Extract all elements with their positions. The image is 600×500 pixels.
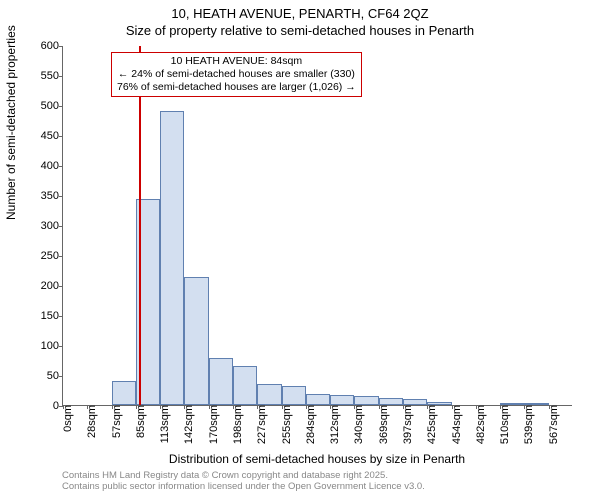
x-tick-label: 482sqm [473,405,487,444]
x-tick-label: 170sqm [206,405,220,444]
callout-line-3: 76% of semi-detached houses are larger (… [117,81,356,94]
callout-box: 10 HEATH AVENUE: 84sqm ← 24% of semi-det… [111,52,362,97]
y-tick-mark [59,196,63,197]
histogram-bar [209,358,233,405]
chart-title: 10, HEATH AVENUE, PENARTH, CF64 2QZ Size… [0,0,600,38]
histogram-bar [330,395,354,405]
histogram-bar [257,384,281,405]
x-tick-label: 397sqm [400,405,414,444]
y-tick-mark [59,76,63,77]
plot-area: 0501001502002503003504004505005506000sqm… [62,46,572,406]
x-tick-label: 340sqm [351,405,365,444]
x-tick-label: 369sqm [376,405,390,444]
y-tick-mark [59,376,63,377]
y-tick-mark [59,256,63,257]
y-tick-mark [59,46,63,47]
x-tick-label: 255sqm [279,405,293,444]
x-axis-label: Distribution of semi-detached houses by … [62,452,572,466]
x-tick-label: 0sqm [60,405,74,432]
y-tick-mark [59,166,63,167]
y-tick-mark [59,286,63,287]
y-tick-mark [59,136,63,137]
x-tick-label: 510sqm [497,405,511,444]
histogram-bar [160,111,184,405]
x-tick-label: 425sqm [424,405,438,444]
histogram-bar [184,277,208,405]
x-tick-label: 198sqm [230,405,244,444]
x-tick-label: 284sqm [303,405,317,444]
y-tick-mark [59,226,63,227]
histogram-bar [379,398,403,405]
x-tick-label: 113sqm [157,405,171,443]
x-tick-label: 28sqm [84,405,98,438]
x-tick-label: 85sqm [133,405,147,438]
histogram-bar [354,396,378,405]
footer-line-2: Contains public sector information licen… [62,481,425,492]
x-tick-label: 227sqm [254,405,268,444]
x-tick-label: 567sqm [546,405,560,444]
title-line-2: Size of property relative to semi-detach… [0,23,600,38]
y-tick-mark [59,106,63,107]
y-axis-label: Number of semi-detached properties [4,25,18,220]
x-tick-label: 312sqm [327,405,341,444]
histogram-bar [233,366,257,405]
footer-line-1: Contains HM Land Registry data © Crown c… [62,470,425,481]
callout-line-1: 10 HEATH AVENUE: 84sqm [117,55,356,68]
chart-container: 10, HEATH AVENUE, PENARTH, CF64 2QZ Size… [0,0,600,500]
footer-attribution: Contains HM Land Registry data © Crown c… [62,470,425,493]
histogram-bar [112,381,136,405]
histogram-bar [306,394,330,405]
callout-line-2: ← 24% of semi-detached houses are smalle… [117,68,356,81]
x-tick-label: 142sqm [181,405,195,444]
x-tick-label: 539sqm [521,405,535,444]
title-line-1: 10, HEATH AVENUE, PENARTH, CF64 2QZ [0,6,600,21]
y-tick-mark [59,316,63,317]
marker-line [139,46,141,405]
x-tick-label: 454sqm [449,405,463,444]
y-tick-mark [59,346,63,347]
x-tick-label: 57sqm [109,405,123,438]
histogram-bar [282,386,306,405]
